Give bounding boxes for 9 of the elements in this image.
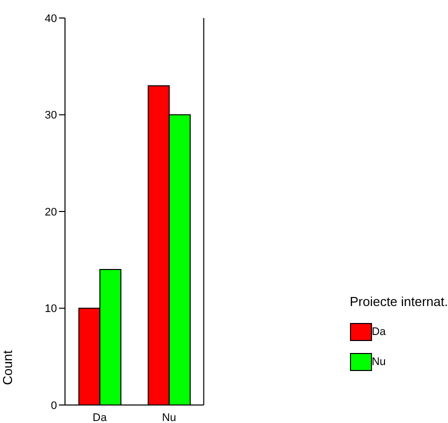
- y-tick-label: 40: [44, 12, 57, 25]
- y-tick-label: 30: [44, 110, 57, 122]
- legend-label: Nu: [372, 356, 386, 368]
- y-axis-title: Count: [0, 350, 15, 385]
- y-tick-label: 20: [44, 206, 57, 218]
- legend-title: Proiecte internat.: [350, 294, 448, 309]
- y-tick-label: 10: [44, 303, 57, 316]
- y-tick-label: 0: [50, 400, 57, 412]
- legend-label: Da: [372, 326, 386, 338]
